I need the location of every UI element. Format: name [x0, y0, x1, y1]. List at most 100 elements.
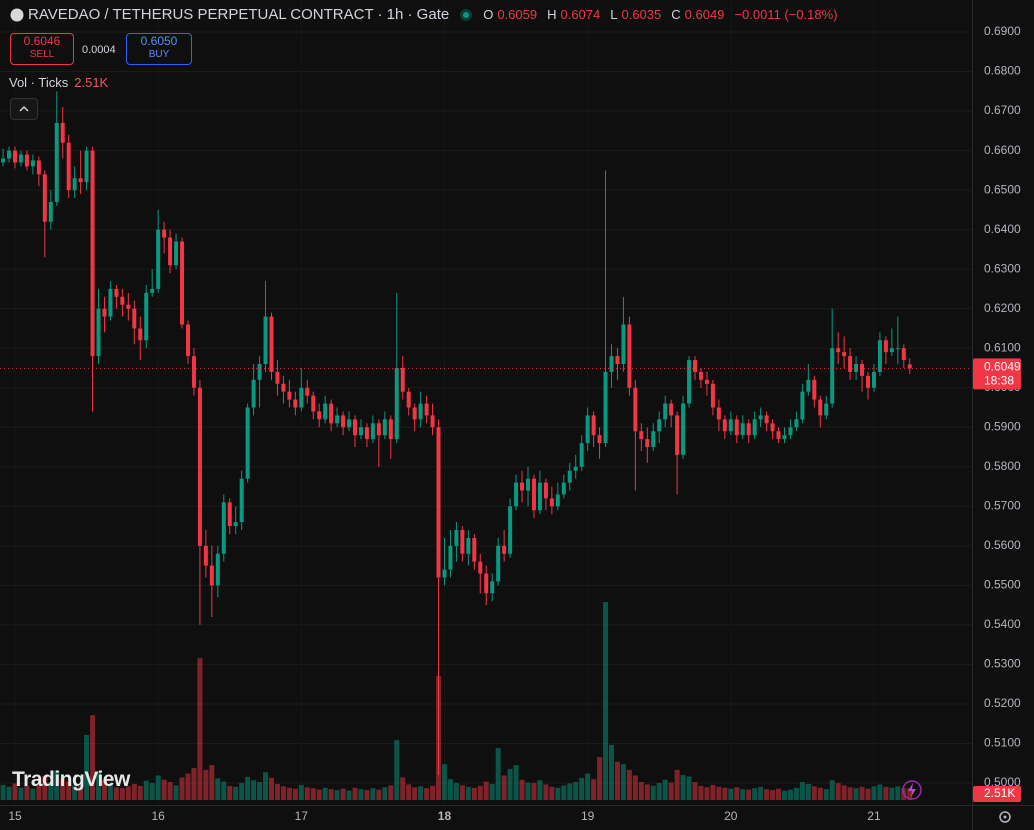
candle-body	[824, 403, 829, 416]
sell-button[interactable]: 0.6046 SELL	[10, 33, 74, 65]
volume-bar	[597, 757, 603, 800]
candle-body	[704, 379, 709, 384]
volume-bar	[209, 765, 215, 800]
volume-value: 2.51K	[74, 75, 109, 90]
candle-body	[794, 419, 799, 428]
volume-bar	[686, 776, 692, 800]
collapse-button[interactable]	[10, 98, 38, 120]
volume-bar	[185, 773, 191, 800]
candle-body	[603, 371, 608, 444]
volume-bar	[447, 779, 453, 800]
candle-body	[347, 419, 352, 428]
candle-body	[341, 415, 346, 428]
volume-bar	[692, 782, 698, 800]
candle-body	[478, 561, 483, 574]
volume-bar	[424, 788, 430, 800]
ohlc-key: C	[671, 7, 681, 22]
candle-body	[293, 399, 298, 408]
x-tick-label: 15	[8, 809, 22, 823]
volume-bar	[292, 788, 298, 800]
volume-bar	[764, 789, 770, 800]
volume-bar	[626, 769, 632, 800]
candle-body	[215, 553, 220, 586]
candle-body	[842, 352, 847, 357]
buy-button[interactable]: 0.6050 BUY	[126, 33, 192, 65]
candle-body	[13, 150, 17, 163]
candle-body	[651, 431, 656, 448]
volume-bar	[364, 790, 370, 800]
volume-bar	[847, 787, 853, 800]
y-tick-label: 0.5800	[984, 459, 1021, 473]
candle-body	[597, 435, 602, 444]
volume-bar	[412, 787, 418, 800]
volume-bar	[137, 785, 143, 800]
volume-bar	[770, 790, 776, 800]
volume-bar	[233, 786, 239, 800]
candle-body	[901, 348, 906, 361]
candle-body	[627, 324, 632, 388]
volume-bar	[352, 787, 358, 800]
volume-bar	[0, 784, 6, 800]
candle-body	[496, 545, 501, 582]
candle-body	[669, 403, 674, 416]
volume-legend: Vol · Ticks 2.51K	[9, 75, 108, 90]
last-price-box	[973, 358, 1021, 390]
candle-body	[657, 419, 662, 432]
candle-body	[335, 415, 340, 424]
volume-bar	[811, 786, 817, 800]
volume-bar	[805, 783, 811, 800]
volume-bar	[561, 785, 567, 800]
candle-body	[889, 348, 894, 353]
volume-bar	[817, 787, 823, 800]
volume-bar	[585, 773, 591, 800]
candle-body	[645, 439, 650, 448]
candle-body	[728, 419, 733, 432]
candle-body	[502, 545, 507, 554]
volume-bar	[370, 788, 376, 800]
volume-bar	[609, 744, 614, 800]
volume-bar	[286, 787, 292, 800]
volume-bar	[614, 761, 620, 800]
volume-bar	[835, 783, 841, 800]
volume-bar	[465, 786, 471, 800]
candle-body	[287, 391, 292, 400]
y-tick-label: 0.6200	[984, 301, 1021, 315]
logo: TradingView	[12, 768, 130, 791]
volume-bar	[78, 786, 84, 800]
candle-body	[430, 415, 435, 428]
candle-body	[90, 150, 95, 357]
candle-body	[579, 443, 584, 467]
volume-bar	[125, 786, 131, 800]
x-tick-label: 20	[724, 809, 738, 823]
change: −0.0011 (−0.18%)	[734, 7, 838, 22]
candle-body	[907, 364, 912, 369]
candle-body	[227, 502, 232, 527]
candle-body	[54, 122, 59, 202]
candle-body	[353, 419, 358, 436]
volume-bar	[179, 777, 185, 800]
legend-header: RAVEDAO / TETHERUS PERPETUAL CONTRACT · …	[10, 6, 838, 23]
y-tick-label: 0.5400	[984, 617, 1021, 631]
candle-body	[102, 308, 107, 317]
candle-body	[591, 415, 596, 436]
countdown: 18:38	[984, 374, 1014, 388]
x-tick-label: 18	[438, 809, 452, 823]
candle-body	[42, 174, 47, 222]
candle-body	[263, 316, 268, 365]
volume-bar	[883, 786, 889, 800]
volume-bar	[728, 788, 734, 800]
candle-body	[871, 371, 876, 388]
y-tick-label: 0.5900	[984, 419, 1021, 433]
candle-body	[418, 403, 423, 420]
candle-body	[251, 379, 256, 408]
candle-body	[323, 403, 328, 420]
volume-bar	[400, 777, 406, 800]
candle-body	[746, 423, 751, 436]
candle-body	[191, 356, 196, 388]
volume-bar	[459, 785, 465, 800]
volume-bar	[662, 779, 668, 800]
volume-bar	[191, 767, 197, 800]
volume-bar	[477, 785, 483, 800]
volume-bar	[865, 788, 871, 800]
candle-body	[448, 545, 453, 570]
